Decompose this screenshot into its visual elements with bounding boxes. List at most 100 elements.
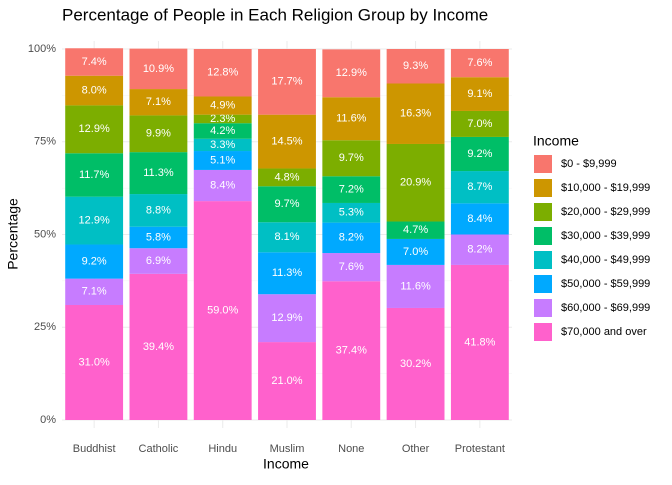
bar-segment <box>386 238 445 265</box>
legend-label: $60,000 - $69,999 <box>561 302 650 314</box>
data-label: 7.1% <box>146 96 171 108</box>
bar-segment <box>386 221 445 239</box>
bar-segment <box>450 234 509 265</box>
bar-segment <box>65 105 124 154</box>
bar-segment <box>450 203 509 235</box>
data-label: 10.9% <box>143 63 174 75</box>
x-tick-label: Hindu <box>208 443 237 455</box>
bar-segment <box>258 222 316 253</box>
legend-swatch <box>534 203 552 221</box>
bar-segment <box>193 151 252 170</box>
bar-segment <box>65 278 124 305</box>
data-label: 11.7% <box>79 169 110 181</box>
data-label: 7.2% <box>339 184 364 196</box>
data-label: 8.4% <box>210 179 235 191</box>
bar-segment <box>450 136 509 172</box>
bar-segment <box>129 115 188 153</box>
legend-label: $0 - $9,999 <box>561 158 617 170</box>
bar-segment <box>65 48 124 76</box>
y-tick-label: 50% <box>34 228 56 240</box>
data-label: 8.2% <box>467 244 492 256</box>
data-label: 16.3% <box>400 108 431 120</box>
bar-segment <box>65 196 124 245</box>
bar-segment <box>386 49 445 84</box>
bar-segment <box>193 49 252 97</box>
data-label: 9.9% <box>146 128 171 140</box>
bar-segment <box>65 153 124 197</box>
bar-segment <box>129 226 188 249</box>
bar-segment <box>258 168 316 187</box>
data-label: 7.4% <box>82 56 107 68</box>
bar-segment <box>450 264 509 420</box>
legend-label: $10,000 - $19,999 <box>561 182 650 194</box>
legend-swatch <box>534 227 552 245</box>
data-label: 12.8% <box>207 67 238 79</box>
data-label: 6.9% <box>146 255 171 267</box>
bar-segment <box>65 244 124 279</box>
legend-swatch <box>534 275 552 293</box>
bar-segment <box>129 194 188 227</box>
bar-segment <box>322 176 381 203</box>
bar-segment <box>129 89 188 116</box>
bar-segment <box>193 138 252 152</box>
bar-segment <box>193 169 252 202</box>
data-label: 11.3% <box>272 267 303 279</box>
legend-title: Income <box>533 133 579 149</box>
bar-segment <box>258 114 316 169</box>
data-label: 9.2% <box>82 255 107 267</box>
data-label: 30.2% <box>400 358 431 370</box>
x-tick-label: Protestant <box>455 443 505 455</box>
bar-segment <box>386 83 445 144</box>
legend-label: $40,000 - $49,999 <box>561 254 650 266</box>
bar-segment <box>386 143 445 222</box>
y-tick-label: 25% <box>34 321 56 333</box>
data-label: 12.9% <box>79 214 110 226</box>
data-label: 9.7% <box>274 198 299 210</box>
bar-segment <box>322 253 381 282</box>
bar-segment <box>450 110 509 137</box>
data-label: 20.9% <box>400 177 431 189</box>
data-label: 9.1% <box>467 88 492 100</box>
bar-segment <box>386 264 445 308</box>
legend-swatch <box>534 323 552 341</box>
data-label: 5.3% <box>339 207 364 219</box>
legend-label: $20,000 - $29,999 <box>561 206 650 218</box>
data-label: 4.9% <box>210 99 235 111</box>
data-label: 4.8% <box>274 171 299 183</box>
data-label: 7.6% <box>339 261 364 273</box>
bar-segment <box>65 75 124 106</box>
data-label: 8.2% <box>339 232 364 244</box>
legend-label: $30,000 - $39,999 <box>561 230 650 242</box>
legend-swatch <box>534 251 552 269</box>
data-label: 21.0% <box>271 375 302 387</box>
bar-segment <box>193 114 252 124</box>
data-label: 31.0% <box>79 356 110 368</box>
bar-segment <box>129 273 188 420</box>
data-label: 2.3% <box>210 113 235 125</box>
data-label: 8.8% <box>146 204 171 216</box>
x-tick-label: Catholic <box>139 443 179 455</box>
legend-label: $70,000 and over <box>561 326 647 338</box>
bar-segment <box>258 252 316 295</box>
bar-segment <box>322 140 381 177</box>
bar-segment <box>129 248 188 274</box>
data-label: 8.1% <box>274 231 299 243</box>
bar-segment <box>129 48 188 90</box>
x-tick-label: Other <box>402 443 430 455</box>
data-label: 9.2% <box>467 148 492 160</box>
y-axis-label: Percentage <box>5 198 21 270</box>
data-label: 37.4% <box>336 345 367 357</box>
bar-segment <box>322 202 381 223</box>
bar-segment <box>322 49 381 98</box>
bar-segment <box>450 171 509 204</box>
bar-segment <box>322 281 381 420</box>
data-label: 11.6% <box>400 280 431 292</box>
bar-segment <box>322 97 381 141</box>
data-label: 14.5% <box>271 135 302 147</box>
x-tick-label: Buddhist <box>73 443 116 455</box>
bar-segment <box>258 342 316 420</box>
bar-segment <box>193 96 252 115</box>
data-label: 4.2% <box>210 125 235 137</box>
data-label: 8.4% <box>467 213 492 225</box>
data-label: 41.8% <box>464 336 495 348</box>
